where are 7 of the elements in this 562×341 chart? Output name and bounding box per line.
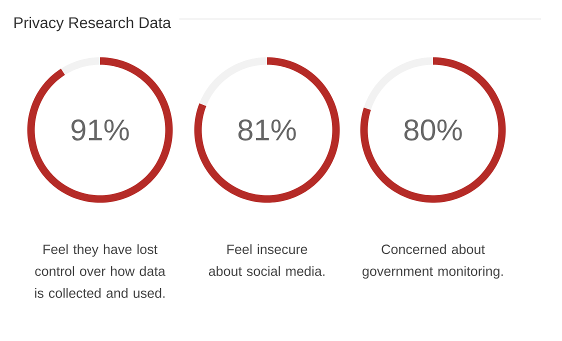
- chart-title: Privacy Research Data: [14, 16, 172, 32]
- data-label: 80%: [404, 119, 462, 141]
- data-label: 91%: [72, 119, 129, 141]
- text: Feel insecure about social media.: [208, 244, 324, 276]
- text: Feel they have lost control over how data is collected and used.: [35, 244, 166, 298]
- text: Concerned about government monitoring.: [362, 244, 503, 279]
- data-label: 81%: [238, 119, 296, 141]
